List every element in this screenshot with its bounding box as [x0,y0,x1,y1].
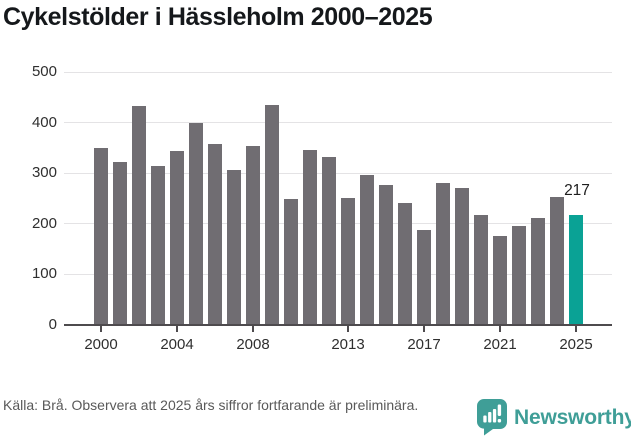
bar-2022 [512,226,526,325]
bar-2019 [455,188,469,325]
x-axis-tick-2021 [499,326,501,332]
x-axis-line [64,324,612,326]
bar-2013 [341,197,355,325]
bar-2006 [208,144,222,325]
bar-2010 [284,199,298,325]
page-title: Cykelstölder i Hässleholm 2000–2025 [3,3,433,31]
x-axis-tick-2004 [176,326,178,332]
value-label-2025: 217 [564,182,590,199]
bar-2014 [360,175,374,325]
bar-2009 [265,105,279,325]
bar-2021 [493,236,507,325]
x-axis-label-2013: 2013 [331,336,365,353]
bar-2000 [94,147,108,325]
y-axis-label: 200 [31,214,57,232]
x-axis-label-2017: 2017 [407,336,441,353]
bar-2003 [151,166,165,325]
bar-2005 [189,122,203,325]
x-axis-label-2021: 2021 [483,336,517,353]
bar-2024 [550,197,564,325]
x-axis-tick-2008 [252,326,254,332]
y-axis-label: 0 [48,316,57,333]
newsworthy-logo[interactable]: Newsworthy [477,399,631,436]
source-note: Källa: Brå. Observera att 2025 års siffr… [3,397,419,413]
x-axis-label-2025: 2025 [559,336,593,353]
gridline-500 [64,71,612,73]
bar-2018 [436,182,450,325]
bar-chart: 0 100 200 300 400 500 2000 2004 2008 2013 2017 2021… [0,60,631,365]
y-axis-label: 300 [31,164,57,182]
x-axis-label-2004: 2004 [160,336,194,353]
newsworthy-pin-icon [477,399,507,436]
bar-2025 [569,215,583,325]
bar-2017 [417,229,431,325]
gridline-100 [64,273,612,275]
x-axis-label-2008: 2008 [236,336,270,353]
x-axis-tick-2025 [575,326,577,332]
bar-2020 [474,215,488,325]
bar-2011 [303,150,317,325]
newsworthy-wordmark: Newsworthy [514,405,631,429]
gridline-400 [64,122,612,124]
x-axis-tick-2017 [423,326,425,332]
x-axis-label-2000: 2000 [84,336,118,353]
y-axis-label: 100 [31,265,57,283]
x-axis-tick-2000 [100,326,102,332]
bar-2012 [322,157,336,325]
bar-2015 [379,185,393,325]
bar-2001 [113,161,127,325]
bar-2023 [531,218,545,325]
bar-2016 [398,202,412,325]
bar-2004 [170,151,184,325]
bar-2008 [246,145,260,325]
y-axis-label: 400 [31,113,57,131]
y-axis-label: 500 [31,63,57,80]
x-axis-tick-2013 [347,326,349,332]
bar-2002 [132,106,146,325]
bar-2007 [227,170,241,325]
gridline-200 [64,223,612,225]
gridline-300 [64,172,612,174]
